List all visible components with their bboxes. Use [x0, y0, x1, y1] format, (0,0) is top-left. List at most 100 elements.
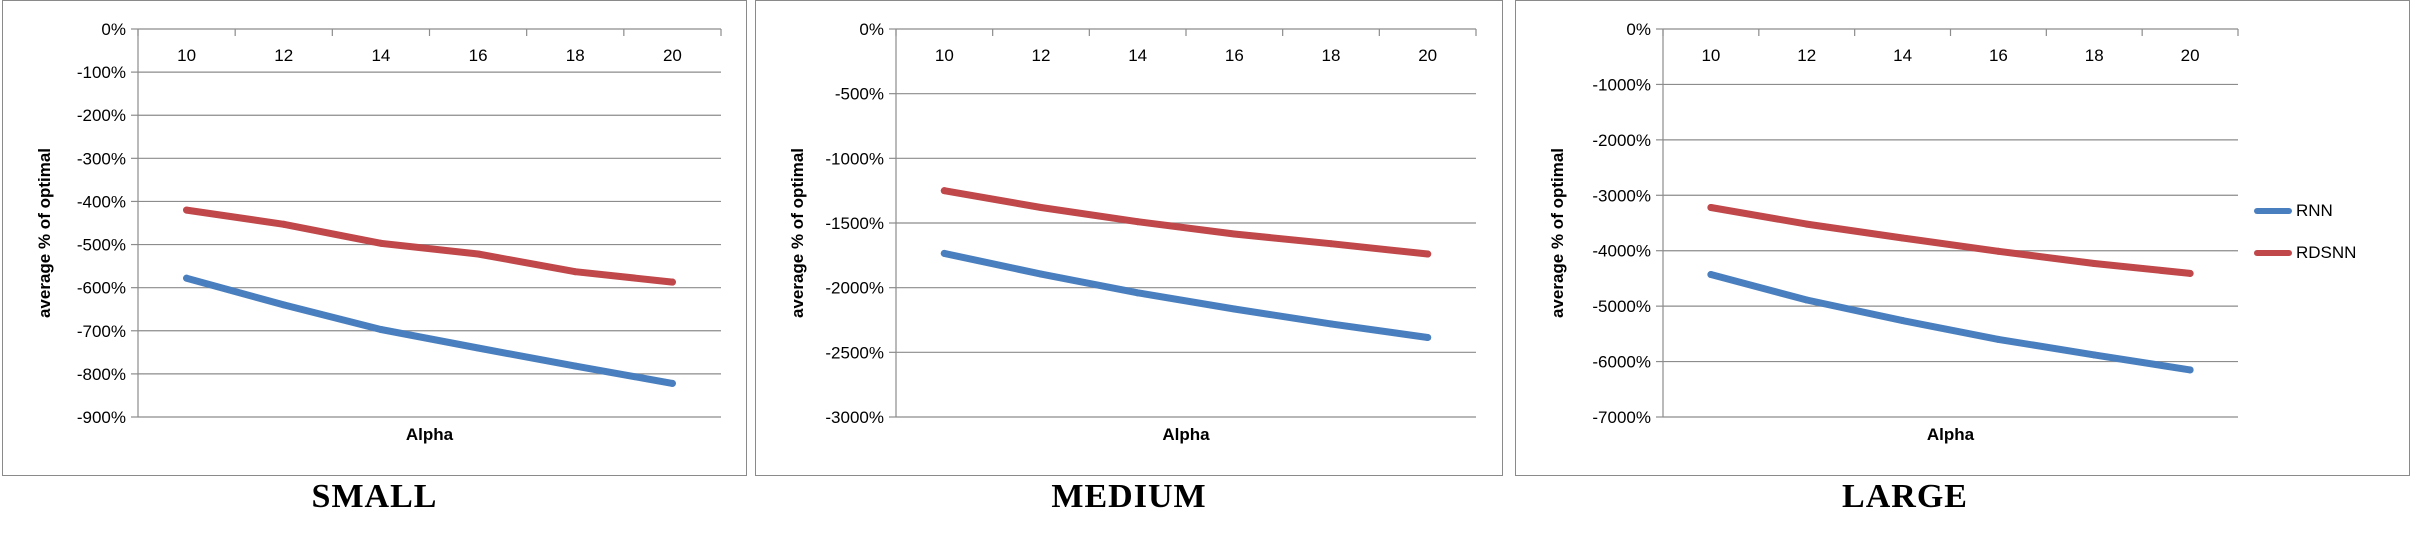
legend-item-rdsnn: RDSNN: [2254, 242, 2404, 264]
data-point-small-rnn-2: [377, 325, 385, 333]
ytick-label-large-7: -7000%: [1592, 408, 1651, 427]
xtick-label-medium-3: 16: [1225, 46, 1244, 65]
ytick-label-small-7: -700%: [77, 322, 126, 341]
ytick-label-medium-2: -1000%: [825, 149, 884, 168]
xtick-label-large-1: 12: [1797, 46, 1816, 65]
ytick-label-medium-3: -1500%: [825, 214, 884, 233]
x-axis-title-small: Alpha: [406, 425, 454, 444]
data-point-small-rnn-5: [668, 379, 676, 387]
ytick-label-large-1: -1000%: [1592, 75, 1651, 94]
data-point-medium-rdsnn-4: [1327, 240, 1335, 248]
data-point-medium-rnn-1: [1037, 270, 1045, 278]
data-point-small-rdsnn-2: [377, 239, 385, 247]
legend-swatch-rdsnn: [2254, 250, 2292, 256]
y-axis-title-small: average % of optimal: [35, 148, 54, 318]
chart-svg-medium: 0% -500% -1000% -1500% -2000% -2500% -3000% 10 1…: [788, 20, 1477, 444]
ytick-label-large-2: -2000%: [1592, 131, 1651, 150]
data-point-large-rdsnn-1: [1803, 220, 1811, 228]
data-point-small-rnn-1: [280, 301, 288, 309]
ytick-label-medium-5: -2500%: [825, 343, 884, 362]
data-point-medium-rdsnn-3: [1230, 230, 1238, 238]
data-point-medium-rnn-0: [940, 249, 948, 257]
ytick-label-small-2: -200%: [77, 106, 126, 125]
ytick-label-small-6: -600%: [77, 279, 126, 298]
data-point-small-rdsnn-5: [668, 278, 676, 286]
ytick-label-small-0: 0%: [101, 20, 126, 39]
data-point-large-rdsnn-2: [1899, 234, 1907, 242]
chart-panel-small: 0% -100% -200% -300% -400% -500% -600% -700% -80…: [2, 0, 747, 476]
ytick-label-medium-6: -3000%: [825, 408, 884, 427]
data-point-small-rdsnn-4: [571, 268, 579, 276]
xtick-label-small-0: 10: [177, 46, 196, 65]
ytick-label-small-5: -500%: [77, 236, 126, 255]
ytick-label-medium-1: -500%: [835, 85, 884, 104]
xtick-label-medium-4: 18: [1322, 46, 1341, 65]
ytick-label-small-8: -800%: [77, 365, 126, 384]
series-line-medium-rdsnn: [940, 187, 1432, 258]
xtick-label-large-2: 14: [1893, 46, 1912, 65]
xtick-label-medium-0: 10: [935, 46, 954, 65]
data-point-large-rnn-1: [1803, 296, 1811, 304]
data-point-large-rdsnn-5: [2186, 269, 2194, 277]
chart-svg-small: 0% -100% -200% -300% -400% -500% -600% -700% -80…: [35, 20, 722, 444]
data-point-medium-rnn-4: [1327, 320, 1335, 328]
ytick-label-small-1: -100%: [77, 63, 126, 82]
data-point-medium-rdsnn-5: [1424, 250, 1432, 258]
data-point-medium-rnn-5: [1424, 333, 1432, 341]
series-line-small-rdsnn: [183, 206, 676, 286]
legend-label-rdsnn: RDSNN: [2296, 243, 2357, 262]
xtick-label-large-3: 16: [1989, 46, 2008, 65]
chart-panel-large: 0% -1000% -2000% -3000% -4000% -5000% -6000% -7…: [1515, 0, 2410, 476]
ytick-label-large-6: -6000%: [1592, 353, 1651, 372]
caption-large: LARGE: [1842, 478, 1968, 515]
data-point-large-rdsnn-4: [2090, 259, 2098, 267]
series-line-large-rnn: [1707, 271, 2194, 374]
y-axis-title-large: average % of optimal: [1548, 148, 1567, 318]
data-point-large-rnn-2: [1899, 317, 1907, 325]
xtick-label-large-0: 10: [1701, 46, 1720, 65]
data-point-large-rnn-5: [2186, 366, 2194, 374]
xtick-label-large-4: 18: [2085, 46, 2104, 65]
chart-panel-medium: 0% -500% -1000% -1500% -2000% -2500% -3000% 10 1…: [755, 0, 1503, 476]
ytick-label-large-0: 0%: [1626, 20, 1651, 39]
series-line-large-rdsnn: [1707, 204, 2194, 277]
xtick-label-small-5: 20: [663, 46, 682, 65]
data-point-medium-rnn-3: [1230, 305, 1238, 313]
chart-legend: RNN RDSNN: [2254, 200, 2404, 284]
y-axis-title-medium: average % of optimal: [788, 148, 807, 318]
xtick-label-small-1: 12: [274, 46, 293, 65]
ytick-label-small-9: -900%: [77, 408, 126, 427]
data-point-large-rdsnn-3: [1994, 247, 2002, 255]
chart-svg-large: 0% -1000% -2000% -3000% -4000% -5000% -6000% -7…: [1548, 20, 2239, 444]
ytick-label-large-3: -3000%: [1592, 186, 1651, 205]
xtick-label-medium-5: 20: [1418, 46, 1437, 65]
data-point-small-rnn-3: [474, 344, 482, 352]
ytick-label-medium-0: 0%: [859, 20, 884, 39]
x-axis-title-large: Alpha: [1927, 425, 1975, 444]
ytick-label-small-4: -400%: [77, 192, 126, 211]
data-point-small-rnn-4: [571, 362, 579, 370]
data-point-medium-rdsnn-1: [1037, 203, 1045, 211]
ytick-label-small-3: -300%: [77, 149, 126, 168]
data-point-large-rnn-4: [2090, 351, 2098, 359]
legend-item-rnn: RNN: [2254, 200, 2404, 222]
data-point-large-rnn-0: [1707, 271, 1715, 279]
data-point-medium-rdsnn-0: [940, 187, 948, 195]
series-line-small-rnn: [183, 274, 676, 387]
xtick-label-small-2: 14: [371, 46, 390, 65]
data-point-small-rdsnn-1: [280, 220, 288, 228]
data-point-small-rdsnn-3: [474, 250, 482, 258]
ytick-label-large-5: -5000%: [1592, 297, 1651, 316]
legend-swatch-rnn: [2254, 208, 2292, 214]
xtick-label-large-5: 20: [2181, 46, 2200, 65]
data-point-small-rnn-0: [183, 274, 191, 282]
data-point-large-rnn-3: [1994, 335, 2002, 343]
xtick-label-small-4: 18: [566, 46, 585, 65]
data-point-medium-rnn-2: [1134, 289, 1142, 297]
caption-medium: MEDIUM: [1051, 478, 1207, 515]
data-point-small-rdsnn-0: [183, 206, 191, 214]
x-axis-title-medium: Alpha: [1162, 425, 1210, 444]
series-line-medium-rnn: [940, 249, 1432, 341]
xtick-label-medium-2: 14: [1128, 46, 1147, 65]
caption-small: SMALL: [311, 478, 438, 515]
